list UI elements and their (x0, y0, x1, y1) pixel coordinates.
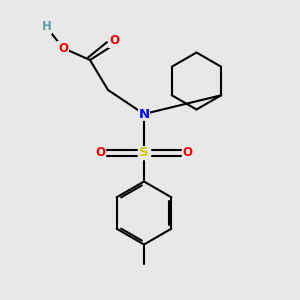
Text: O: O (58, 41, 68, 55)
Text: O: O (182, 146, 193, 160)
Text: H: H (42, 20, 51, 34)
Text: O: O (95, 146, 106, 160)
Text: N: N (138, 107, 150, 121)
Text: O: O (109, 34, 119, 47)
Text: S: S (139, 146, 149, 160)
